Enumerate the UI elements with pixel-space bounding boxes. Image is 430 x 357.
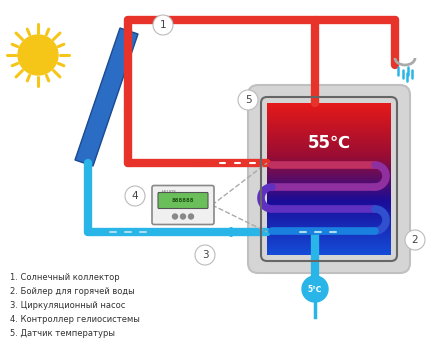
Circle shape: [188, 214, 194, 219]
Text: 4: 4: [132, 191, 138, 201]
Circle shape: [238, 90, 258, 110]
Circle shape: [172, 214, 178, 219]
Text: 4. Контроллер гелиосистемы: 4. Контроллер гелиосистемы: [10, 315, 140, 324]
Text: 1: 1: [160, 20, 166, 30]
Text: 2: 2: [412, 235, 418, 245]
Text: 1. Солнечный коллектор: 1. Солнечный коллектор: [10, 273, 120, 282]
Text: 3: 3: [202, 250, 208, 260]
Text: 2. Бойлер для горячей воды: 2. Бойлер для горячей воды: [10, 287, 135, 296]
Circle shape: [195, 245, 215, 265]
Text: 3. Циркуляционный насос: 3. Циркуляционный насос: [10, 301, 126, 310]
FancyBboxPatch shape: [248, 85, 410, 273]
Text: 55℃: 55℃: [307, 134, 350, 152]
Text: 5: 5: [245, 95, 251, 105]
Polygon shape: [75, 28, 138, 166]
Text: 888888: 888888: [172, 198, 194, 203]
Circle shape: [181, 214, 185, 219]
Text: 5. Датчик температуры: 5. Датчик температуры: [10, 329, 115, 338]
Circle shape: [302, 276, 328, 302]
Text: HELIOS: HELIOS: [162, 190, 177, 193]
FancyBboxPatch shape: [152, 186, 214, 225]
Text: 5℃: 5℃: [308, 285, 322, 293]
Circle shape: [153, 15, 173, 35]
FancyBboxPatch shape: [158, 192, 208, 208]
Circle shape: [18, 35, 58, 75]
Circle shape: [405, 230, 425, 250]
Circle shape: [125, 186, 145, 206]
